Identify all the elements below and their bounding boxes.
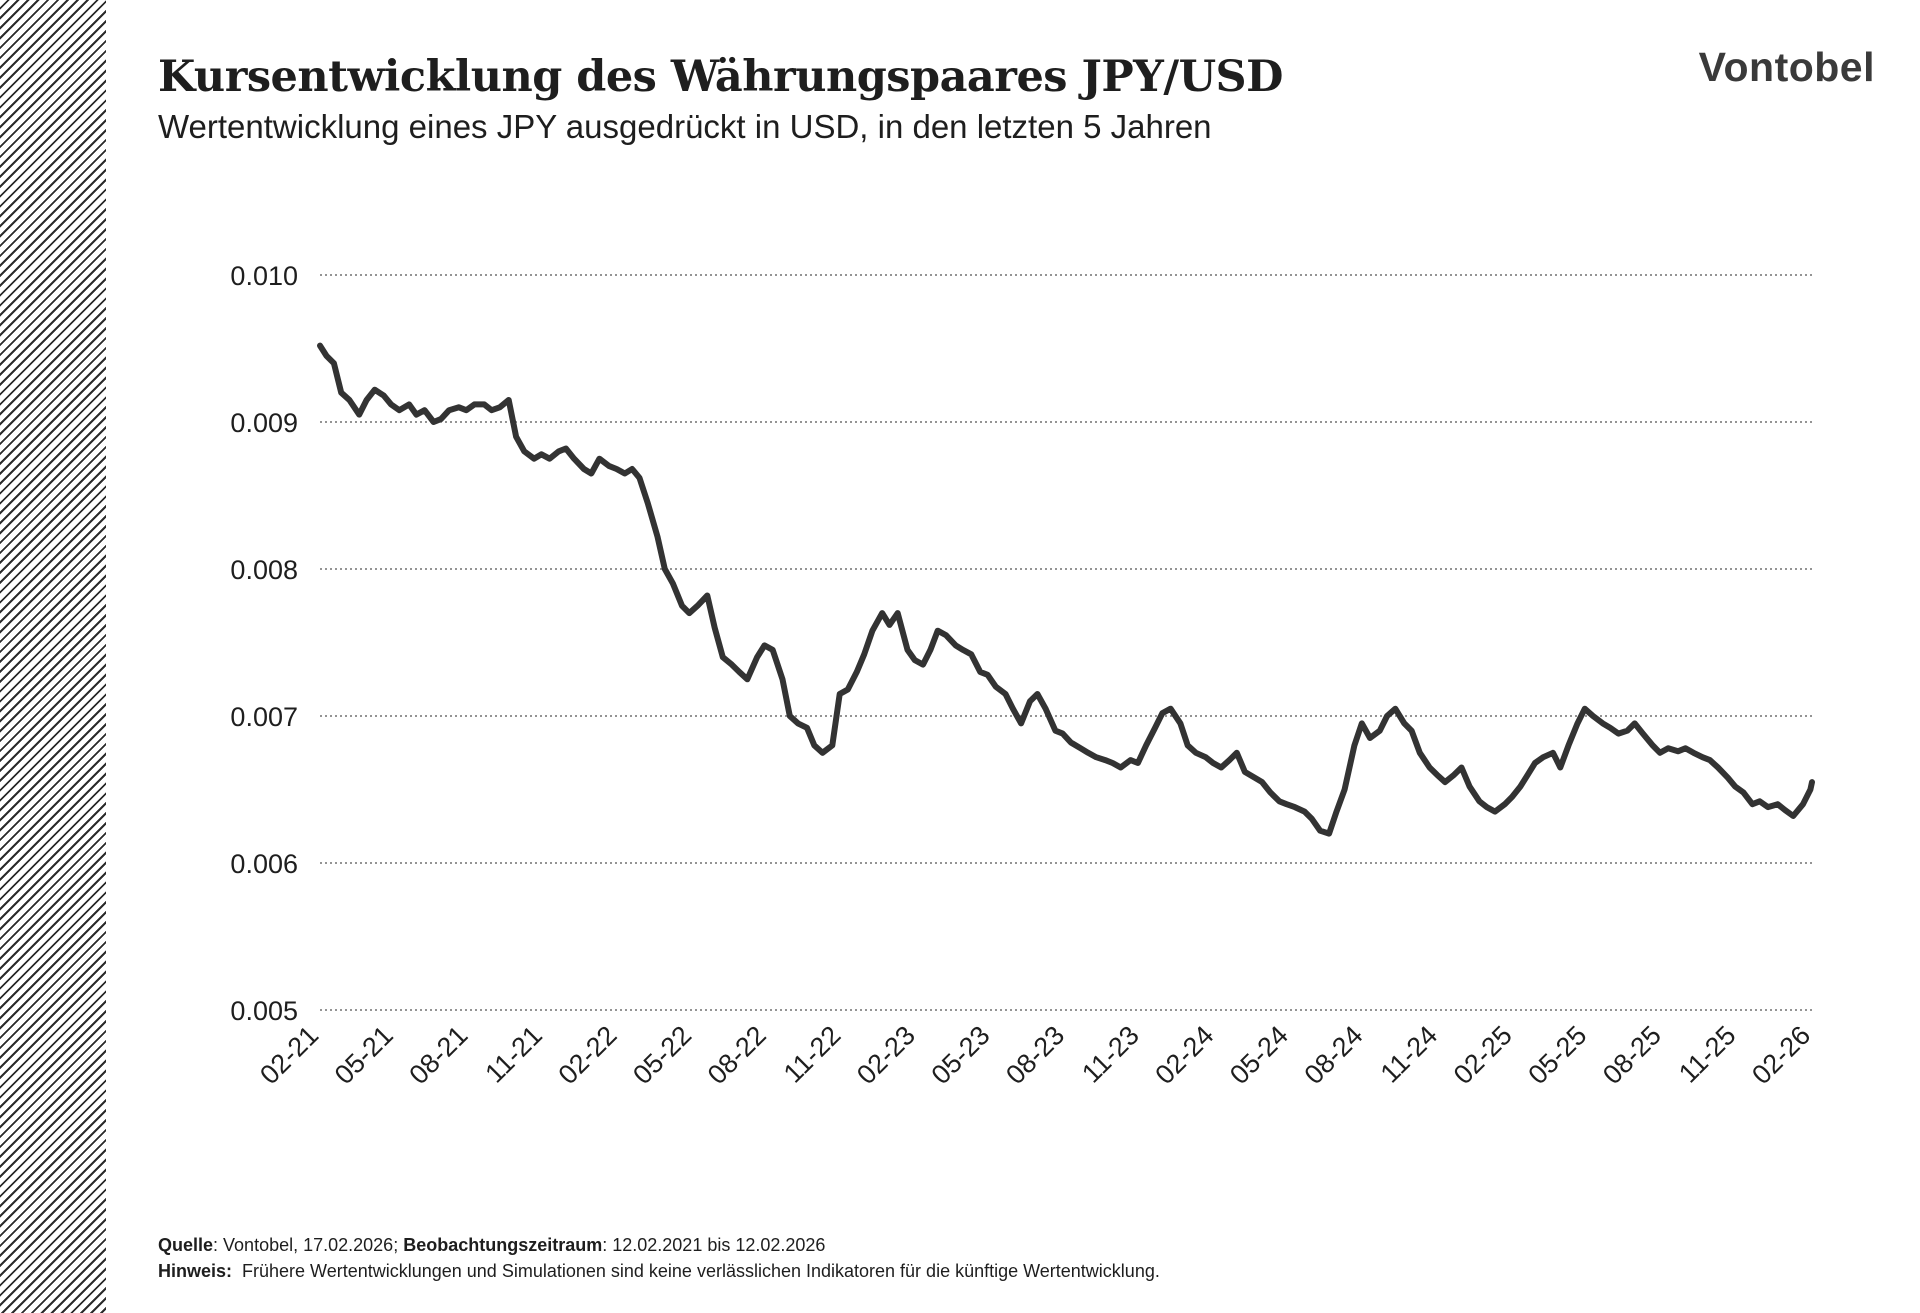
source-value: : Vontobel, 17.02.2026;: [213, 1235, 404, 1255]
period-label: Beobachtungszeitraum: [403, 1235, 603, 1255]
x-tick-label: 02-21: [254, 1020, 324, 1090]
period-value: : 12.02.2021 bis 12.02.2026: [602, 1235, 826, 1255]
x-tick-label: 05-24: [1224, 1020, 1294, 1090]
chart-title: Kursentwicklung des Währungspaares JPY/U…: [158, 52, 1283, 102]
x-tick-label: 11-21: [479, 1020, 548, 1089]
x-tick-label: 02-26: [1746, 1020, 1816, 1090]
x-tick-label: 08-24: [1299, 1020, 1369, 1090]
jpy-usd-series-line: [317, 342, 1815, 837]
x-tick-label: 11-23: [1076, 1020, 1145, 1089]
source-line: Quelle: Vontobel, 17.02.2026; Beobachtun…: [158, 1232, 1160, 1258]
note-line: Hinweis: Frühere Wertentwicklungen und S…: [158, 1258, 1160, 1284]
x-tick-label: 11-25: [1673, 1020, 1742, 1089]
y-tick-label: 0.007: [230, 702, 298, 732]
source-label: Quelle: [158, 1235, 214, 1255]
x-tick-label: 02-24: [1149, 1020, 1219, 1090]
y-tick-label: 0.006: [230, 849, 298, 879]
y-axis-ticks: 0.010 0.009 0.008 0.007 0.006 0.005: [230, 261, 298, 1026]
x-tick-label: 11-22: [778, 1020, 847, 1089]
vontobel-logo: Vontobel: [1698, 44, 1875, 90]
hatched-side-stripe: [0, 0, 106, 1313]
x-tick-label: 11-24: [1375, 1020, 1444, 1089]
y-tick-label: 0.010: [230, 261, 298, 291]
x-tick-label: 05-25: [1522, 1020, 1592, 1090]
x-tick-label: 08-21: [403, 1020, 473, 1090]
grid-layer: [320, 274, 1812, 1011]
y-tick-label: 0.005: [230, 996, 298, 1026]
chart-subtitle: Wertentwicklung eines JPY ausgedrückt in…: [158, 108, 1212, 145]
x-tick-label: 08-25: [1597, 1020, 1667, 1090]
footer-notes: Quelle: Vontobel, 17.02.2026; Beobachtun…: [158, 1232, 1160, 1284]
y-tick-label: 0.008: [230, 555, 298, 585]
x-tick-label: 05-21: [329, 1020, 399, 1090]
x-tick-label: 08-23: [1000, 1020, 1070, 1090]
note-value: Frühere Wertentwicklungen und Simulation…: [232, 1261, 1160, 1281]
x-tick-label: 02-22: [553, 1020, 623, 1090]
x-tick-label: 05-22: [627, 1020, 697, 1090]
y-tick-label: 0.009: [230, 408, 298, 438]
series-layer: [317, 342, 1815, 837]
x-tick-label: 05-23: [926, 1020, 996, 1090]
x-tick-label: 02-25: [1448, 1020, 1518, 1090]
x-tick-label: 08-22: [702, 1020, 772, 1090]
note-label: Hinweis:: [158, 1261, 233, 1281]
x-axis-ticks: 02-21 05-21 08-21 11-21 02-22 05-22 08-22 11-22…: [254, 1020, 1816, 1090]
x-tick-label: 02-23: [851, 1020, 921, 1090]
